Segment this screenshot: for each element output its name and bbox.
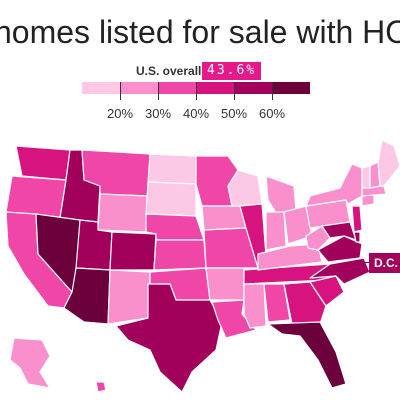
- state-south-carolina: [309, 275, 345, 307]
- legend-tick-40: [196, 82, 197, 100]
- state-hawaii: [95, 381, 107, 393]
- us-overall-label: U.S. overall:: [136, 64, 206, 78]
- chart-title-text: homes listed for sale with HOA fees: [0, 14, 400, 50]
- dc-label: D.C.: [369, 253, 400, 273]
- state-west-virginia: [305, 225, 331, 251]
- legend-swatch-5: [234, 82, 272, 94]
- legend-tick-30: [158, 82, 159, 100]
- state-north-dakota: [147, 153, 197, 185]
- state-new-jersey: [351, 205, 363, 233]
- legend-label-50: 50%: [220, 106, 248, 121]
- legend-swatch-3: [158, 82, 196, 94]
- state-georgia: [283, 281, 327, 325]
- legend-label-30: 30%: [144, 106, 172, 121]
- us-choropleth-map: [5, 139, 400, 393]
- state-south-dakota: [145, 181, 197, 217]
- legend-label-60: 60%: [258, 106, 286, 121]
- legend-label-40: 40%: [182, 106, 210, 121]
- state-mississippi: [243, 283, 267, 329]
- state-alabama: [263, 283, 291, 323]
- legend-swatch-1: [82, 82, 120, 94]
- state-new-mexico: [107, 269, 151, 325]
- state-new-york: [305, 163, 363, 207]
- state-washington: [15, 145, 71, 181]
- state-arkansas: [205, 267, 245, 301]
- us-overall: U.S. overall: 43.6%: [0, 62, 400, 80]
- us-overall-value: 43.6%: [202, 62, 262, 80]
- state-maryland: [321, 221, 357, 241]
- chart-title: homes listed for sale with HOA fees: [0, 14, 400, 60]
- state-texas: [115, 283, 223, 393]
- legend-swatch-6: [272, 82, 310, 94]
- state-oregon: [5, 175, 67, 219]
- dc-leader-line: [354, 262, 369, 263]
- legend-tick-20: [120, 82, 121, 100]
- state-maine: [377, 139, 400, 187]
- state-iowa: [201, 205, 247, 231]
- state-wyoming: [97, 193, 149, 233]
- color-legend: 20% 30% 40% 50% 60%: [0, 80, 400, 121]
- state-indiana: [265, 211, 287, 251]
- state-colorado: [109, 231, 157, 271]
- state-alaska: [9, 337, 51, 389]
- state-vermont: [361, 165, 371, 189]
- state-virginia: [317, 235, 363, 263]
- legend-swatch-2: [120, 82, 158, 94]
- legend-tick-50: [234, 82, 235, 100]
- legend-label-20: 20%: [106, 106, 134, 121]
- legend-swatch-4: [196, 82, 234, 94]
- legend-tick-60: [272, 82, 273, 100]
- state-delaware: [353, 231, 361, 243]
- state-florida: [267, 321, 347, 389]
- state-kansas: [153, 239, 207, 271]
